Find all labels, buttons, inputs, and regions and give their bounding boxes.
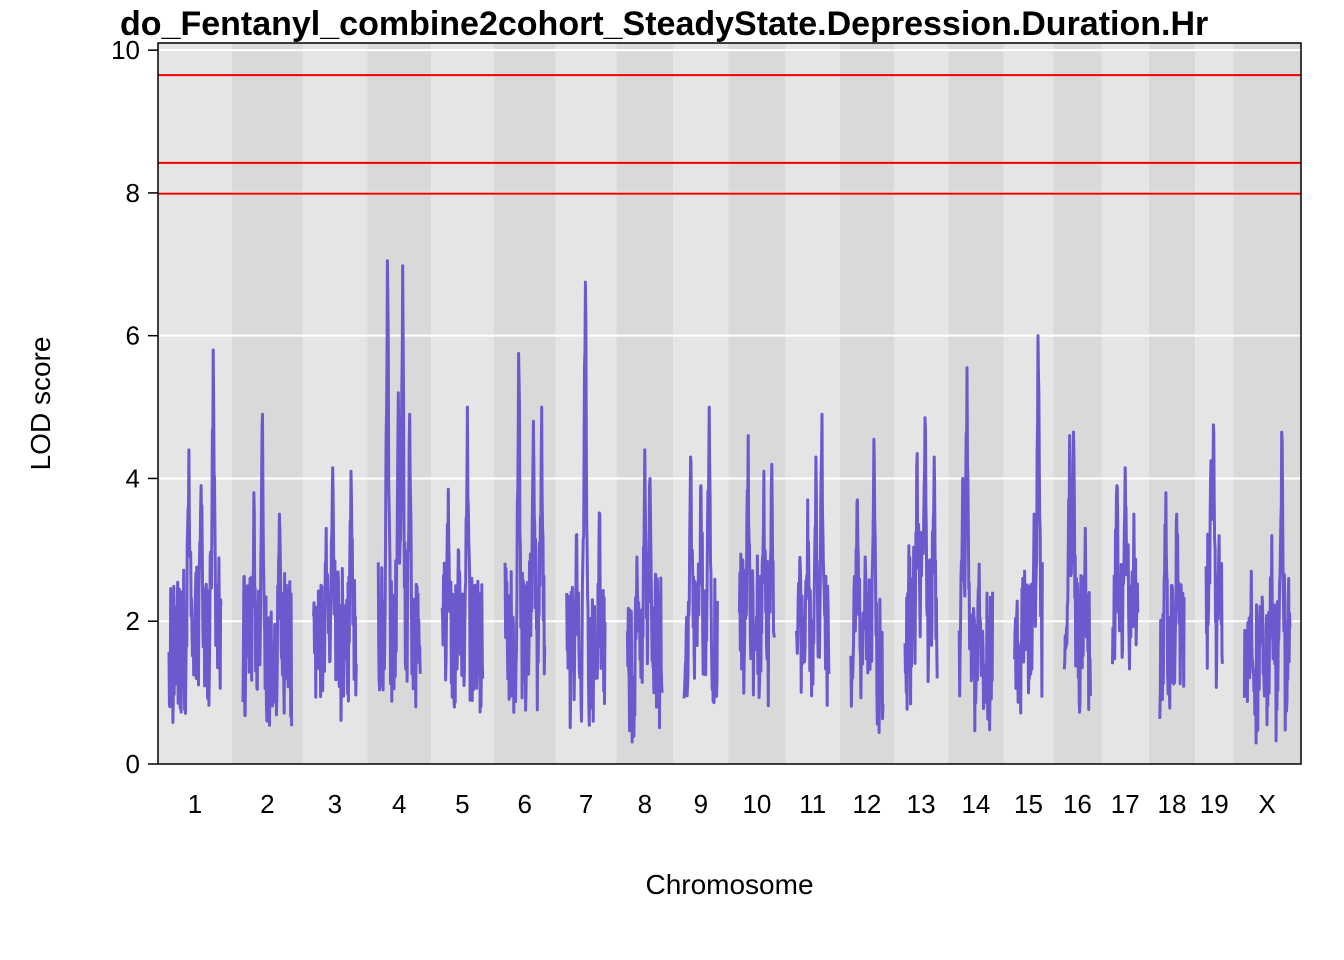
lod-line-chr-11: [794, 412, 831, 707]
x-axis-label: Chromosome: [645, 869, 813, 900]
x-tick-label-chr-9: 9: [694, 789, 708, 819]
lod-line-chr-14: [957, 366, 995, 733]
band-chr-13: [893, 43, 949, 764]
x-tick-label-chr-2: 2: [260, 789, 274, 819]
lod-line-chr-6: [503, 352, 547, 714]
y-tick-label-0: 0: [126, 749, 140, 779]
x-tick-label-chr-15: 15: [1014, 789, 1043, 819]
x-tick-label-chr-8: 8: [638, 789, 652, 819]
band-chr-8: [616, 43, 674, 764]
lod-line-chr-12: [849, 437, 885, 734]
y-tick-label-6: 6: [126, 321, 140, 351]
x-tick-label-chr-4: 4: [392, 789, 406, 819]
plot-frame: [157, 42, 1302, 765]
lod-line-chr-2: [241, 412, 294, 727]
x-tick-label-chr-10: 10: [742, 789, 771, 819]
lod-line-chr-5: [440, 405, 485, 714]
lod-line-chr-19: [1204, 423, 1224, 689]
lod-line-chr-17: [1111, 466, 1140, 671]
lod-line-chr-3: [312, 466, 358, 722]
y-tick-label-4: 4: [126, 463, 140, 493]
lod-line-chr-7: [565, 280, 607, 730]
y-tick-label-10: 10: [111, 35, 140, 65]
x-tick-label-chr-17: 17: [1111, 789, 1140, 819]
lod-line-chr-9: [682, 405, 719, 705]
chart-title: do_Fentanyl_combine2cohort_SteadyState.D…: [120, 5, 1208, 43]
lod-series: [167, 259, 1292, 745]
x-tick-label-chr-1: 1: [188, 789, 202, 819]
y-tick-label-2: 2: [126, 606, 140, 636]
x-tick-label-chr-12: 12: [852, 789, 881, 819]
significance-thresholds: [158, 74, 1301, 195]
lod-line-chr-X: [1242, 430, 1292, 745]
band-chr-19: [1195, 43, 1234, 764]
x-tick-label-chr-14: 14: [961, 789, 990, 819]
y-tick-label-8: 8: [126, 178, 140, 208]
x-tick-label-chr-11: 11: [799, 789, 826, 819]
x-tick-label-chr-18: 18: [1158, 789, 1187, 819]
lod-line-chr-8: [625, 448, 664, 744]
lod-line-chr-4: [376, 259, 422, 709]
x-tick-label-chr-13: 13: [907, 789, 936, 819]
y-axis: 0 2 4 6 8 10: [111, 35, 158, 779]
x-tick-label-chr-6: 6: [517, 789, 531, 819]
x-tick-label-chr-3: 3: [328, 789, 342, 819]
lod-line-chr-15: [1013, 334, 1044, 715]
lod-line-chr-18: [1158, 491, 1186, 719]
x-tick-label-chr-16: 16: [1063, 789, 1092, 819]
lod-line-chr-13: [903, 416, 939, 711]
lod-line-chr-16: [1062, 430, 1092, 714]
x-axis: 1 2 3 4 5 6 7 8 9 10 11 12 13 14 15 16 17 18 19 X: [188, 789, 1276, 819]
band-chr-9: [673, 43, 729, 764]
lod-line-chr-10: [737, 434, 776, 708]
x-tick-label-chr-19: 19: [1200, 789, 1229, 819]
x-tick-label-chr-X: X: [1259, 789, 1276, 819]
band-chr-17: [1101, 43, 1149, 764]
x-tick-label-chr-5: 5: [455, 789, 469, 819]
x-tick-label-chr-7: 7: [579, 789, 593, 819]
y-axis-label: LOD score: [25, 337, 56, 471]
lod-line-chr-1: [167, 348, 223, 724]
